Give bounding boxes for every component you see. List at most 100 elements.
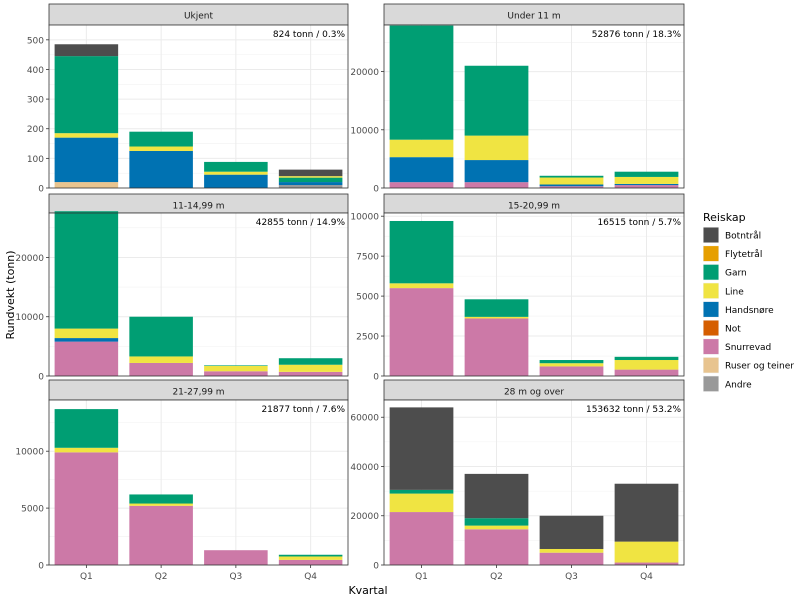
bar-segment-botntral-q3 <box>539 515 604 549</box>
bar-segment-garn-q3 <box>539 175 604 178</box>
panel-annotation: 21877 tonn / 7.6% <box>261 405 345 415</box>
legend-label: Handsnøre <box>725 306 774 316</box>
bar-segment-garn-q1 <box>54 211 119 329</box>
y-tick-label: 300 <box>27 96 44 106</box>
bar-segment-garn-q1 <box>54 56 119 134</box>
panel-15-20-99-m: 15-20,99 m 0 2500 5000 7500 10000 16515 tonn /… <box>350 193 685 383</box>
bar-segment-handsnore-q4 <box>614 183 679 186</box>
panel-border <box>48 399 349 566</box>
bar-segment-handsnore-q1 <box>54 137 119 183</box>
legend-label: Flytetrål <box>725 249 762 260</box>
legend-swatch <box>703 246 719 262</box>
y-tick-label: 0 <box>38 562 44 572</box>
bar-segment-garn-q4 <box>278 554 343 557</box>
bar-segment-line-q3 <box>204 171 268 175</box>
bar-segment-line-q2 <box>464 525 529 530</box>
panel-border <box>383 212 685 377</box>
bar-segment-andre-q4 <box>278 185 343 188</box>
panel-annotation: 16515 tonn / 5.7% <box>597 218 681 228</box>
legend-item-handsnore: Handsnøre <box>703 301 774 318</box>
y-tick-label: 10000 <box>350 126 379 136</box>
bar-segment-garn-q2 <box>464 299 529 317</box>
bar-segment-snurrevad-q1 <box>389 512 454 565</box>
bar-segment-line-q1 <box>54 447 119 453</box>
legend-item-botntral: Botntrål <box>703 227 761 243</box>
bar-segment-snurrevad-q4 <box>278 371 343 376</box>
bar-segment-line-q3 <box>539 363 604 367</box>
bar-segment-snurrevad-q2 <box>129 362 193 376</box>
legend-label: Garn <box>725 269 747 279</box>
bar-segment-line-q4 <box>614 360 679 370</box>
panel-ukjent: Ukjent 0 100 200 300 400 500 824 tonn / 0.3% <box>27 3 349 195</box>
bar-segment-handsnore-q3 <box>204 174 268 188</box>
bar-segment-botntral-q4 <box>278 169 343 177</box>
bar-segment-botntral-q1 <box>389 407 454 490</box>
bar-segment-garn-q2 <box>464 518 529 526</box>
bar-segment-line-q4 <box>614 541 679 563</box>
x-tick-label: Q2 <box>490 572 503 582</box>
bar-segment-line-q1 <box>54 133 119 138</box>
legend-item-snurrevad: Snurrevad <box>703 338 771 355</box>
bar-segment-botntral-q2 <box>464 473 529 519</box>
y-tick-label: 0 <box>373 373 379 383</box>
bar-segment-line-q3 <box>539 177 604 185</box>
y-tick-label: 20000 <box>15 254 44 264</box>
panel-28-m-og-over: 28 m og over 0 20000 40000 60000 153632 tonn … <box>350 379 685 582</box>
panel-border <box>48 24 349 189</box>
legend: Botntrål Flytetrål Garn Line Handsnøre Not Snu… <box>703 227 794 392</box>
panel-border <box>383 399 685 566</box>
y-tick-label: 20000 <box>350 512 379 522</box>
bar-segment-handsnore-q4 <box>278 182 343 186</box>
panel-border <box>383 24 685 189</box>
panel-under-11-m: Under 11 m 0 10000 20000 52876 tonn / 18.3% <box>350 3 685 195</box>
y-tick-label: 40000 <box>350 463 379 473</box>
bar-segment-garn-q4 <box>278 358 343 365</box>
bar-segment-snurrevad-q3 <box>204 550 268 565</box>
legend-label: Snurrevad <box>725 343 771 353</box>
bar-segment-snurrevad-q3 <box>539 186 604 188</box>
bar-segment-snurrevad-q3 <box>204 371 268 376</box>
bar-segment-snurrevad-q4 <box>278 559 343 565</box>
legend-item-not: Not <box>703 320 741 336</box>
facet-title: 21-27,99 m <box>172 388 224 398</box>
y-tick-label: 2500 <box>356 333 379 343</box>
bar-segment-garn-q4 <box>614 171 679 177</box>
facet-title: Ukjent <box>184 12 214 22</box>
bar-segment-line-q2 <box>464 135 529 161</box>
y-tick-label: 0 <box>373 185 379 195</box>
x-tick-label: Q1 <box>415 572 428 582</box>
bar-segment-line-q4 <box>278 176 343 178</box>
bar-segment-line-q1 <box>54 328 119 339</box>
bar-segment-line-q3 <box>204 365 268 372</box>
legend-label: Ruser og teiner <box>725 362 794 372</box>
bar-segment-line-q2 <box>129 503 193 506</box>
y-tick-label: 0 <box>38 185 44 195</box>
x-tick-label: Q1 <box>80 572 93 582</box>
y-tick-label: 400 <box>27 66 44 76</box>
bar-segment-snurrevad-q1 <box>389 182 454 188</box>
bar-segment-snurrevad-q4 <box>614 185 679 188</box>
bar-segment-handsnore-q2 <box>129 150 193 188</box>
legend-item-line: Line <box>703 282 744 299</box>
bar-segment-garn-q2 <box>464 65 529 136</box>
x-tick-label: Q4 <box>304 572 317 582</box>
bar-segment-handsnore-q1 <box>389 157 454 183</box>
y-tick-label: 5000 <box>21 505 44 515</box>
bar-segment-snurrevad-q2 <box>464 529 529 565</box>
bar-segment-line-q2 <box>129 146 193 151</box>
bar-segment-garn-q4 <box>614 356 679 361</box>
bar-segment-handsnore-q1 <box>54 338 119 342</box>
bar-segment-line-q4 <box>614 176 679 184</box>
bar-segment-snurrevad-q1 <box>54 452 119 565</box>
bar-segment-ruser-og-teiner-q1 <box>54 182 119 188</box>
panel-annotation: 824 tonn / 0.3% <box>273 30 346 40</box>
bar-segment-line-q2 <box>129 356 193 363</box>
legend-swatch <box>703 283 719 299</box>
panel-21-27-99-m: 21-27,99 m 0 5000 10000 21877 tonn / 7.6% Q1 Q… <box>15 379 349 582</box>
bar-segment-garn-q3 <box>539 360 604 364</box>
y-tick-label: 10000 <box>15 313 44 323</box>
bar-segment-botntral-q1 <box>54 44 119 57</box>
legend-label: Botntrål <box>725 231 761 242</box>
